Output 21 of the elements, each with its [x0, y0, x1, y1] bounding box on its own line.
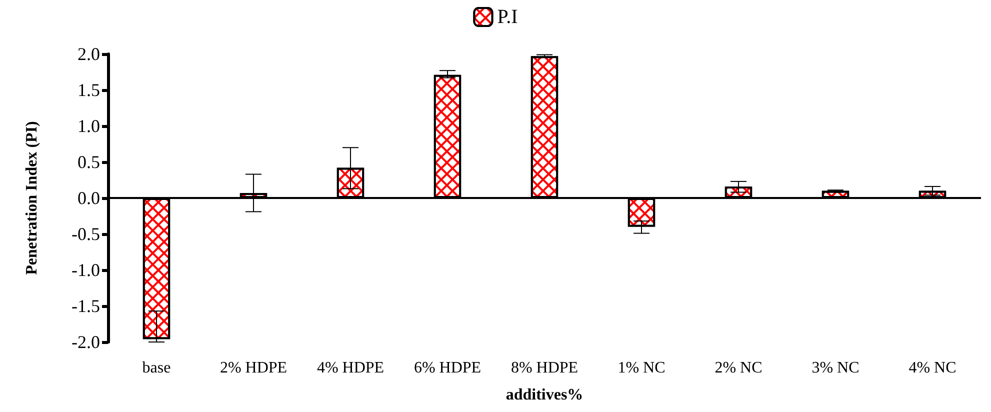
y-tick-label: 0.0 [78, 188, 100, 208]
x-tick-label: 3% NC [812, 360, 860, 376]
x-axis-title: additives% [506, 386, 584, 404]
y-tick-label: 1.0 [78, 116, 100, 136]
x-tick-label: 8% HDPE [510, 360, 578, 376]
y-tick-label: -1.0 [72, 260, 100, 280]
y-tick-label: -0.5 [72, 224, 100, 244]
x-tick-label: base [142, 360, 171, 376]
x-tick-label: 1% NC [618, 360, 666, 376]
y-tick-label: 2.0 [78, 44, 100, 64]
x-tick-label: 4% NC [908, 360, 956, 376]
y-tick-label: -1.5 [72, 296, 100, 316]
y-tick-label: 0.5 [78, 152, 100, 172]
y-axis-title: Penetration Index (PI) [24, 121, 40, 275]
x-tick-label: 2% NC [714, 360, 762, 376]
legend-label: P.I [497, 6, 518, 28]
x-tick-label: 2% HDPE [220, 360, 288, 376]
y-tick-label: -2.0 [72, 332, 100, 352]
y-tick-label: 1.5 [78, 80, 100, 100]
x-tick-label: 6% HDPE [414, 360, 482, 376]
x-tick-label: 4% HDPE [316, 360, 384, 376]
